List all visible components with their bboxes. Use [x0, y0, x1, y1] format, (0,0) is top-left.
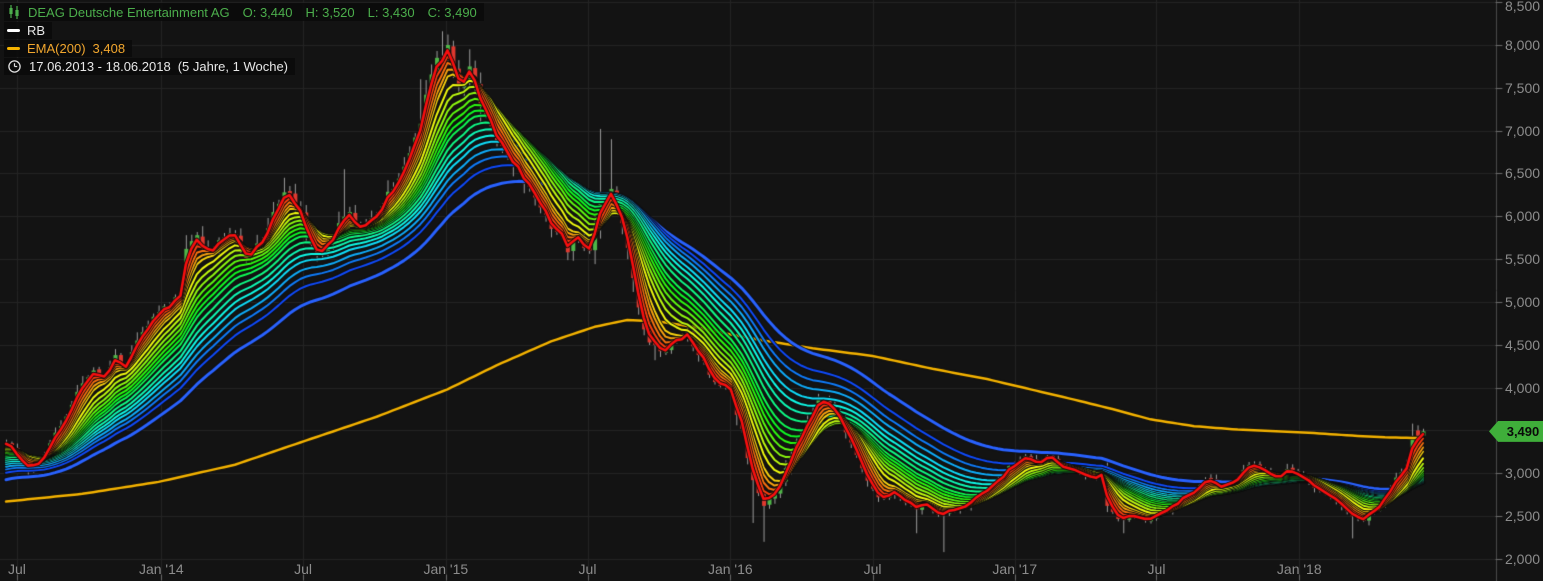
ema-line-swatch-icon	[7, 47, 20, 50]
x-axis-label: Jan '16	[707, 561, 753, 577]
y-axis-label: 2,000	[1505, 550, 1541, 567]
x-axis-label: Jul	[1147, 561, 1166, 577]
y-axis-label: 5,500	[1505, 251, 1541, 268]
x-axis-label: Jan '14	[138, 561, 184, 577]
legend: DEAG Deutsche Entertainment AG O: 3,440 …	[4, 3, 484, 76]
price-axis[interactable]: 8,500 8,000 7,500 7,000 6,500 6,000 5,500 5,000…	[1496, 0, 1543, 581]
y-axis-label: 3,000	[1505, 465, 1541, 482]
y-axis-label: 2,500	[1505, 508, 1541, 525]
candlestick-icon	[9, 5, 19, 19]
x-axis-label: Jul	[294, 561, 312, 577]
y-axis-label: 8,000	[1505, 37, 1541, 53]
rb-label: RB	[27, 23, 46, 38]
y-axis-label: 7,500	[1505, 79, 1541, 96]
ohlc-open: O: 3,440	[242, 4, 293, 20]
clock-icon	[8, 60, 21, 73]
last-price-tag: 3,490	[1489, 420, 1543, 442]
y-axis-label: 6,500	[1505, 165, 1541, 182]
time-axis[interactable]: Jul Jan '14 Jul Jan '15 Jul Jan '16 Jul Jan '17…	[0, 556, 1496, 581]
y-axis-label: 8,500	[1505, 0, 1541, 14]
x-axis-label: Jul	[578, 561, 597, 577]
y-axis-label: 4,500	[1505, 336, 1541, 353]
legend-symbol-row[interactable]: DEAG Deutsche Entertainment AG O: 3,440 …	[4, 3, 484, 21]
y-axis-label: 6,000	[1505, 208, 1541, 225]
x-axis-label: Jul	[863, 561, 882, 577]
date-range-detail: (5 Jahre, 1 Woche)	[177, 59, 288, 74]
y-axis-label: 5,000	[1505, 293, 1541, 310]
ema-value: 3,408	[92, 41, 126, 56]
legend-period-row[interactable]: 17.06.2013 - 18.06.2018 (5 Jahre, 1 Woch…	[4, 58, 295, 75]
y-axis-label: 4,000	[1505, 379, 1541, 396]
y-axis-label: 7,000	[1505, 122, 1541, 139]
legend-ema-row[interactable]: EMA(200) 3,408	[4, 40, 133, 57]
ohlc-low: L: 3,430	[367, 4, 415, 20]
x-axis-label: Jan '17	[992, 561, 1038, 577]
symbol-title: DEAG Deutsche Entertainment AG	[28, 4, 230, 20]
rb-line-swatch-icon	[7, 29, 20, 32]
legend-rb-row[interactable]: RB	[4, 22, 53, 39]
x-axis-label: Jan '18	[1276, 561, 1322, 577]
ema-label: EMA(200)	[27, 41, 86, 56]
ohlc-high: H: 3,520	[305, 4, 355, 20]
date-range: 17.06.2013 - 18.06.2018	[29, 59, 171, 74]
ohlc-close: C: 3,490	[427, 4, 477, 20]
x-axis-label: Jan '15	[423, 561, 469, 577]
x-axis-label: Jul	[7, 561, 26, 577]
